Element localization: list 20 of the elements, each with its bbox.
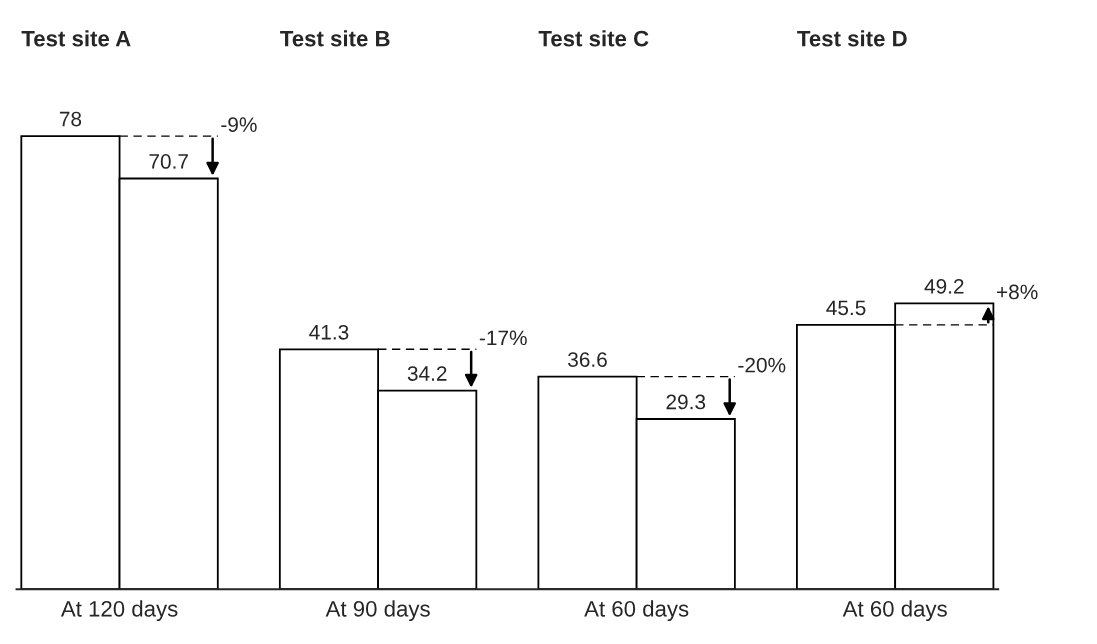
data-label: 49.2: [924, 278, 964, 294]
data-label: 36.6: [568, 352, 607, 367]
data-label: 41.3: [309, 324, 349, 340]
text: Test site D: [797, 30, 907, 47]
annotation: -17%: [479, 330, 527, 346]
text: Test site A: [21, 30, 131, 47]
annotation: -20%: [738, 357, 786, 373]
x-tick-label: At 90 days: [325, 600, 430, 622]
data-label: 34.2: [407, 366, 447, 381]
text: -9%: [221, 117, 257, 132]
data-label: 45.5: [826, 300, 866, 316]
text: Test site B: [280, 30, 390, 47]
data-label: 78: [59, 111, 82, 127]
x-tick-label: At 60 days: [842, 600, 947, 622]
text: Test site C: [538, 30, 649, 47]
data-label: 29.3: [666, 394, 706, 410]
x-tick-label: At 120 days: [60, 600, 178, 622]
x-tick-label: At 60 days: [584, 600, 689, 622]
data-label: 70.7: [149, 154, 188, 169]
annotation: +8%: [997, 284, 1038, 300]
